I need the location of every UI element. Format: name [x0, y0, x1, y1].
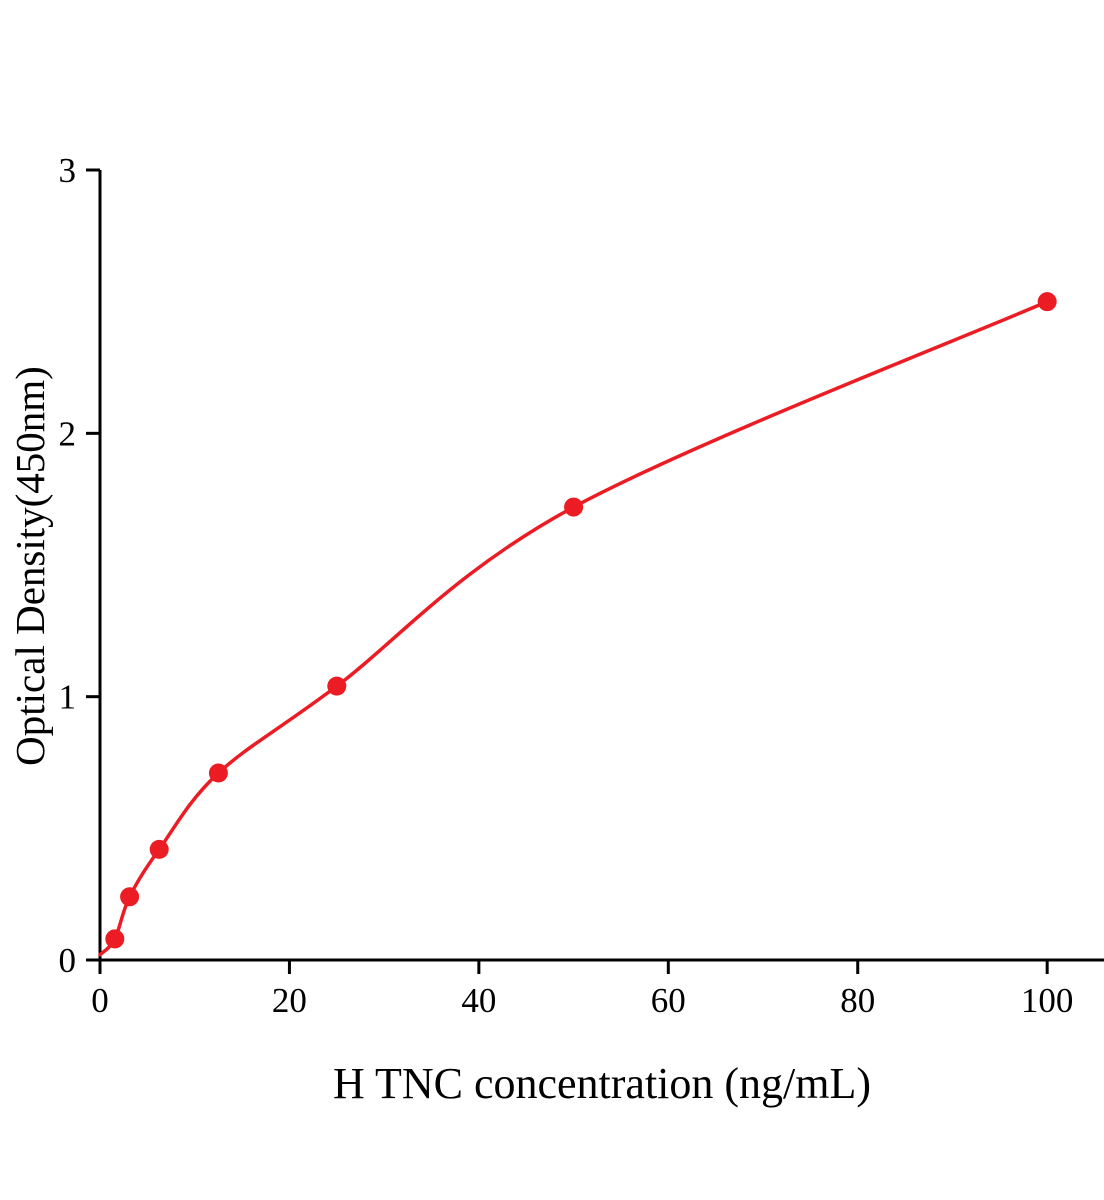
data-point [564, 497, 584, 517]
data-point [120, 887, 140, 907]
data-point [208, 763, 228, 783]
y-tick-label: 2 [59, 414, 77, 453]
data-point [1037, 292, 1057, 312]
x-tick-label: 0 [91, 981, 109, 1020]
x-axis-label: H TNC concentration (ng/mL) [332, 1059, 872, 1108]
x-tick-label: 60 [651, 981, 686, 1020]
x-tick-label: 40 [461, 981, 496, 1020]
y-tick-label: 1 [59, 678, 77, 717]
data-point [327, 676, 347, 696]
data-point [105, 929, 125, 949]
y-tick-label: 3 [59, 151, 77, 190]
data-point [149, 839, 169, 859]
x-tick-label: 100 [1021, 981, 1074, 1020]
axis-lines [98, 170, 1104, 962]
y-tick-label: 0 [59, 941, 77, 980]
fit-curve [98, 299, 1049, 957]
x-tick-label: 80 [840, 981, 875, 1020]
x-tick-label: 20 [272, 981, 307, 1020]
